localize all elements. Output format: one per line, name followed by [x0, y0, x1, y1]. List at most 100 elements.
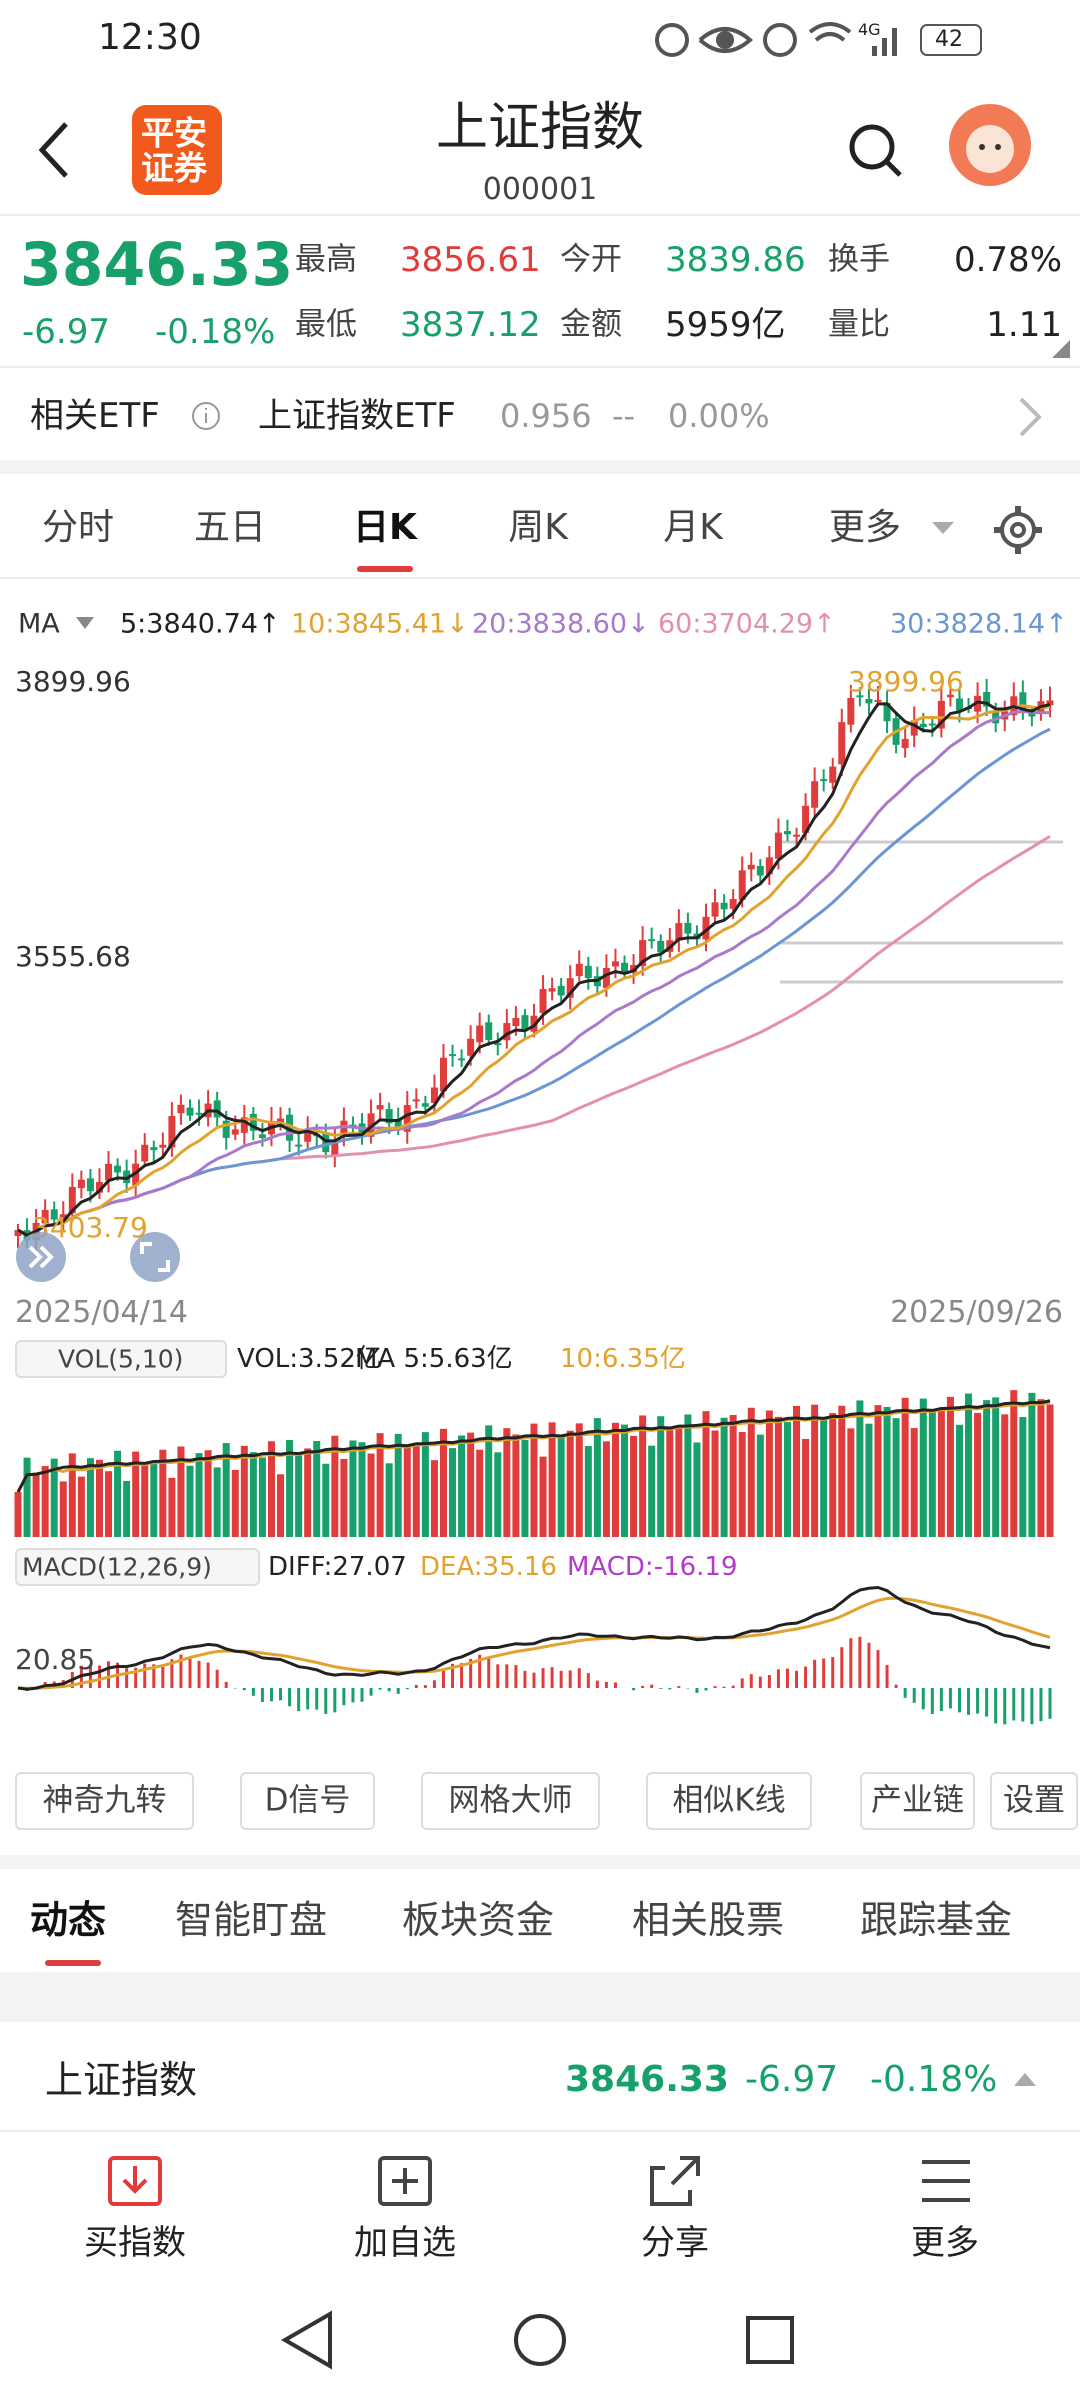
divider — [0, 577, 1080, 579]
candle — [376, 1105, 384, 1110]
stat-value: 3839.86 — [665, 240, 806, 280]
etf-name[interactable]: 上证指数ETF — [258, 396, 456, 436]
volume-bar — [349, 1440, 357, 1537]
back-button[interactable] — [30, 118, 80, 182]
candle — [485, 1022, 493, 1040]
volume-bar — [340, 1458, 348, 1537]
period-tab[interactable]: 月K — [663, 507, 723, 548]
summary-change: -6.97 — [745, 2059, 839, 2100]
volume-bar — [910, 1428, 918, 1537]
period-tab[interactable]: 日K — [353, 507, 417, 548]
kline-chart — [14, 679, 1063, 1725]
nav-back[interactable] — [281, 2310, 332, 2370]
volume-bar — [955, 1424, 963, 1537]
stat-value: 1.11 — [986, 305, 1062, 345]
code: 000001 — [482, 172, 598, 207]
tool-label: 神奇九转 — [42, 1782, 167, 1819]
candle — [476, 1025, 484, 1043]
tool-label: 产业链 — [871, 1782, 964, 1819]
period-tab[interactable]: 更多 — [828, 507, 902, 548]
macd-selector[interactable] — [15, 1548, 260, 1586]
tool-button[interactable] — [860, 1772, 975, 1830]
volume-bar — [693, 1442, 701, 1537]
stat-label: 量比 — [828, 306, 890, 343]
tab-indicator — [357, 566, 413, 572]
ma-label[interactable]: MA — [18, 608, 60, 640]
candle — [684, 922, 692, 934]
dea-line — [17, 1596, 1051, 1690]
news-tab[interactable]: 板块资金 — [402, 1898, 555, 1942]
nav-home[interactable] — [514, 2314, 566, 2366]
bottom-action[interactable]: 分享 — [641, 2223, 709, 2263]
volume-bar — [458, 1435, 466, 1537]
volume-bar — [802, 1438, 810, 1537]
candle — [657, 940, 665, 953]
expand-arrow[interactable] — [1012, 2070, 1038, 2088]
change-pct: -0.18% — [155, 312, 276, 352]
candle — [467, 1038, 475, 1056]
candle — [865, 699, 873, 704]
tool-label: 设置 — [1003, 1782, 1065, 1819]
info-icon[interactable] — [190, 400, 222, 432]
end-date: 2025/09/26 — [890, 1295, 1063, 1330]
volume-bar — [59, 1481, 67, 1537]
candle — [449, 1054, 457, 1057]
tool-button[interactable] — [15, 1772, 194, 1830]
period-tab[interactable]: 五日 — [193, 507, 267, 548]
period-tab[interactable]: 分时 — [41, 507, 115, 548]
divider — [0, 2130, 1080, 2132]
ma-item: 60:3704.29↑ — [658, 608, 836, 640]
volume-bar — [331, 1435, 339, 1537]
spacer — [0, 460, 1080, 474]
volume-bar — [1028, 1392, 1036, 1537]
volume-bar — [376, 1433, 384, 1537]
candle — [611, 961, 619, 967]
news-tab[interactable]: 跟踪基金 — [860, 1898, 1013, 1942]
vol-selector[interactable] — [15, 1340, 227, 1378]
candle — [955, 698, 963, 711]
tool-button[interactable] — [421, 1772, 600, 1830]
candle — [1019, 692, 1027, 709]
period-tab[interactable]: 周K — [508, 507, 568, 548]
tool-button[interactable] — [646, 1772, 812, 1830]
volume-bar — [593, 1418, 601, 1537]
chevron[interactable] — [1015, 395, 1045, 439]
ma-line — [17, 700, 1051, 1237]
stat-label: 最高 — [295, 241, 357, 278]
spacer — [0, 1855, 1080, 1869]
volume-bar — [630, 1435, 638, 1537]
candle — [566, 978, 574, 998]
news-tab[interactable]: 智能盯盘 — [175, 1898, 328, 1942]
candle — [829, 766, 837, 783]
volume-bar — [123, 1480, 131, 1537]
peak-label: 3899.96 — [848, 665, 964, 698]
volume-bar — [639, 1415, 647, 1537]
volume-bar — [847, 1428, 855, 1537]
candle — [675, 923, 683, 941]
candle — [286, 1114, 294, 1141]
volume-bar — [865, 1423, 873, 1537]
stat-value: 5959亿 — [665, 305, 786, 345]
volume-bar — [1010, 1390, 1018, 1537]
change: -6.97 — [22, 312, 110, 352]
bottom-action[interactable]: 加自选 — [354, 2223, 456, 2263]
candle — [412, 1099, 420, 1102]
avatar[interactable] — [948, 103, 1032, 187]
bottom-action[interactable]: 买指数 — [84, 2223, 186, 2263]
candle — [765, 857, 773, 875]
news-tab[interactable]: 相关股票 — [632, 1898, 785, 1942]
chart-controls[interactable] — [14, 1230, 184, 1284]
tool-button[interactable] — [240, 1772, 375, 1830]
search-button[interactable] — [845, 120, 905, 180]
news-tab[interactable]: 动态 — [30, 1898, 107, 1942]
tool-setting[interactable] — [990, 1772, 1078, 1830]
bottom-icons — [108, 2156, 970, 2206]
volume-bar — [114, 1450, 122, 1537]
bottom-action[interactable]: 更多 — [911, 2223, 979, 2263]
candle — [584, 965, 592, 979]
nav-recent[interactable] — [746, 2316, 794, 2364]
settings-button[interactable] — [990, 502, 1046, 558]
volume-bar — [611, 1422, 619, 1537]
volume-bar — [177, 1446, 185, 1537]
candle — [919, 723, 927, 727]
